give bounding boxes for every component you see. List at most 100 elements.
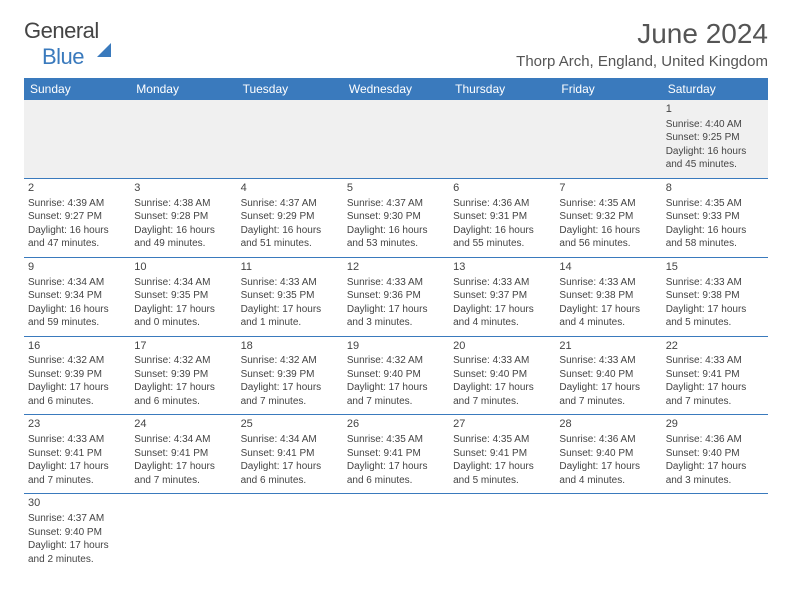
day-number: 19 <box>347 339 445 354</box>
sunrise-line: Sunrise: 4:37 AM <box>28 512 126 526</box>
sunrise-line: Sunrise: 4:36 AM <box>453 197 551 211</box>
sunset-line: Sunset: 9:32 PM <box>559 210 657 224</box>
daylight-line: Daylight: 17 hours and 5 minutes. <box>666 303 764 330</box>
sunrise-line: Sunrise: 4:33 AM <box>666 354 764 368</box>
sunrise-line: Sunrise: 4:34 AM <box>241 433 339 447</box>
daylight-line: Daylight: 16 hours and 59 minutes. <box>28 303 126 330</box>
sunset-line: Sunset: 9:39 PM <box>28 368 126 382</box>
weekday-header: Saturday <box>662 78 768 100</box>
daylight-line: Daylight: 16 hours and 47 minutes. <box>28 224 126 251</box>
sunset-line: Sunset: 9:41 PM <box>28 447 126 461</box>
location-subtitle: Thorp Arch, England, United Kingdom <box>516 53 768 70</box>
sunrise-line: Sunrise: 4:32 AM <box>28 354 126 368</box>
daylight-line: Daylight: 17 hours and 6 minutes. <box>347 460 445 487</box>
daylight-line: Daylight: 17 hours and 4 minutes. <box>453 303 551 330</box>
calendar-day-cell <box>343 100 449 178</box>
calendar-day-cell: 6Sunrise: 4:36 AMSunset: 9:31 PMDaylight… <box>449 178 555 257</box>
calendar-day-cell: 5Sunrise: 4:37 AMSunset: 9:30 PMDaylight… <box>343 178 449 257</box>
weekday-header: Sunday <box>24 78 130 100</box>
sunrise-line: Sunrise: 4:34 AM <box>134 433 232 447</box>
daylight-line: Daylight: 16 hours and 49 minutes. <box>134 224 232 251</box>
logo-text: General Blue <box>24 18 111 70</box>
daylight-line: Daylight: 17 hours and 6 minutes. <box>241 460 339 487</box>
calendar-week-row: 23Sunrise: 4:33 AMSunset: 9:41 PMDayligh… <box>24 415 768 494</box>
sunset-line: Sunset: 9:38 PM <box>666 289 764 303</box>
calendar-day-cell: 10Sunrise: 4:34 AMSunset: 9:35 PMDayligh… <box>130 257 236 336</box>
calendar-day-cell: 26Sunrise: 4:35 AMSunset: 9:41 PMDayligh… <box>343 415 449 494</box>
calendar-week-row: 9Sunrise: 4:34 AMSunset: 9:34 PMDaylight… <box>24 257 768 336</box>
day-number: 18 <box>241 339 339 354</box>
calendar-day-cell <box>130 494 236 572</box>
day-number: 28 <box>559 417 657 432</box>
sunset-line: Sunset: 9:34 PM <box>28 289 126 303</box>
day-number: 21 <box>559 339 657 354</box>
day-number: 3 <box>134 181 232 196</box>
calendar-day-cell <box>237 100 343 178</box>
sunset-line: Sunset: 9:41 PM <box>241 447 339 461</box>
daylight-line: Daylight: 17 hours and 7 minutes. <box>347 381 445 408</box>
calendar-day-cell: 23Sunrise: 4:33 AMSunset: 9:41 PMDayligh… <box>24 415 130 494</box>
weekday-header: Thursday <box>449 78 555 100</box>
sunset-line: Sunset: 9:38 PM <box>559 289 657 303</box>
sunset-line: Sunset: 9:31 PM <box>453 210 551 224</box>
day-number: 26 <box>347 417 445 432</box>
calendar-day-cell: 28Sunrise: 4:36 AMSunset: 9:40 PMDayligh… <box>555 415 661 494</box>
sunset-line: Sunset: 9:30 PM <box>347 210 445 224</box>
day-number: 10 <box>134 260 232 275</box>
calendar-day-cell: 29Sunrise: 4:36 AMSunset: 9:40 PMDayligh… <box>662 415 768 494</box>
day-number: 23 <box>28 417 126 432</box>
sunrise-line: Sunrise: 4:37 AM <box>241 197 339 211</box>
day-number: 20 <box>453 339 551 354</box>
day-number: 2 <box>28 181 126 196</box>
daylight-line: Daylight: 16 hours and 53 minutes. <box>347 224 445 251</box>
calendar-day-cell <box>555 100 661 178</box>
weekday-header-row: SundayMondayTuesdayWednesdayThursdayFrid… <box>24 78 768 100</box>
sunset-line: Sunset: 9:35 PM <box>241 289 339 303</box>
calendar-day-cell: 11Sunrise: 4:33 AMSunset: 9:35 PMDayligh… <box>237 257 343 336</box>
sunrise-line: Sunrise: 4:36 AM <box>559 433 657 447</box>
daylight-line: Daylight: 17 hours and 7 minutes. <box>559 381 657 408</box>
daylight-line: Daylight: 17 hours and 6 minutes. <box>28 381 126 408</box>
weekday-header: Wednesday <box>343 78 449 100</box>
sunrise-line: Sunrise: 4:32 AM <box>347 354 445 368</box>
calendar-day-cell: 24Sunrise: 4:34 AMSunset: 9:41 PMDayligh… <box>130 415 236 494</box>
day-number: 15 <box>666 260 764 275</box>
daylight-line: Daylight: 16 hours and 45 minutes. <box>666 145 764 172</box>
day-number: 14 <box>559 260 657 275</box>
calendar-head: SundayMondayTuesdayWednesdayThursdayFrid… <box>24 78 768 100</box>
sunset-line: Sunset: 9:37 PM <box>453 289 551 303</box>
sunrise-line: Sunrise: 4:36 AM <box>666 433 764 447</box>
page-header: General Blue June 2024 Thorp Arch, Engla… <box>24 18 768 70</box>
day-number: 8 <box>666 181 764 196</box>
day-number: 16 <box>28 339 126 354</box>
daylight-line: Daylight: 17 hours and 7 minutes. <box>28 460 126 487</box>
calendar-day-cell <box>130 100 236 178</box>
calendar-day-cell: 4Sunrise: 4:37 AMSunset: 9:29 PMDaylight… <box>237 178 343 257</box>
month-title: June 2024 <box>516 18 768 50</box>
sunrise-line: Sunrise: 4:37 AM <box>347 197 445 211</box>
day-number: 13 <box>453 260 551 275</box>
sunset-line: Sunset: 9:41 PM <box>134 447 232 461</box>
calendar-day-cell <box>237 494 343 572</box>
sunrise-line: Sunrise: 4:35 AM <box>347 433 445 447</box>
calendar-day-cell: 15Sunrise: 4:33 AMSunset: 9:38 PMDayligh… <box>662 257 768 336</box>
calendar-week-row: 30Sunrise: 4:37 AMSunset: 9:40 PMDayligh… <box>24 494 768 572</box>
calendar-day-cell <box>449 100 555 178</box>
day-number: 12 <box>347 260 445 275</box>
calendar-day-cell: 22Sunrise: 4:33 AMSunset: 9:41 PMDayligh… <box>662 336 768 415</box>
sunset-line: Sunset: 9:25 PM <box>666 131 764 145</box>
weekday-header: Friday <box>555 78 661 100</box>
sunset-line: Sunset: 9:35 PM <box>134 289 232 303</box>
day-number: 24 <box>134 417 232 432</box>
logo: General Blue <box>24 18 111 70</box>
daylight-line: Daylight: 17 hours and 0 minutes. <box>134 303 232 330</box>
calendar-day-cell: 1Sunrise: 4:40 AMSunset: 9:25 PMDaylight… <box>662 100 768 178</box>
calendar-day-cell: 20Sunrise: 4:33 AMSunset: 9:40 PMDayligh… <box>449 336 555 415</box>
calendar-day-cell: 21Sunrise: 4:33 AMSunset: 9:40 PMDayligh… <box>555 336 661 415</box>
daylight-line: Daylight: 17 hours and 3 minutes. <box>347 303 445 330</box>
day-number: 9 <box>28 260 126 275</box>
calendar-day-cell: 3Sunrise: 4:38 AMSunset: 9:28 PMDaylight… <box>130 178 236 257</box>
calendar-day-cell: 13Sunrise: 4:33 AMSunset: 9:37 PMDayligh… <box>449 257 555 336</box>
day-number: 11 <box>241 260 339 275</box>
daylight-line: Daylight: 17 hours and 3 minutes. <box>666 460 764 487</box>
